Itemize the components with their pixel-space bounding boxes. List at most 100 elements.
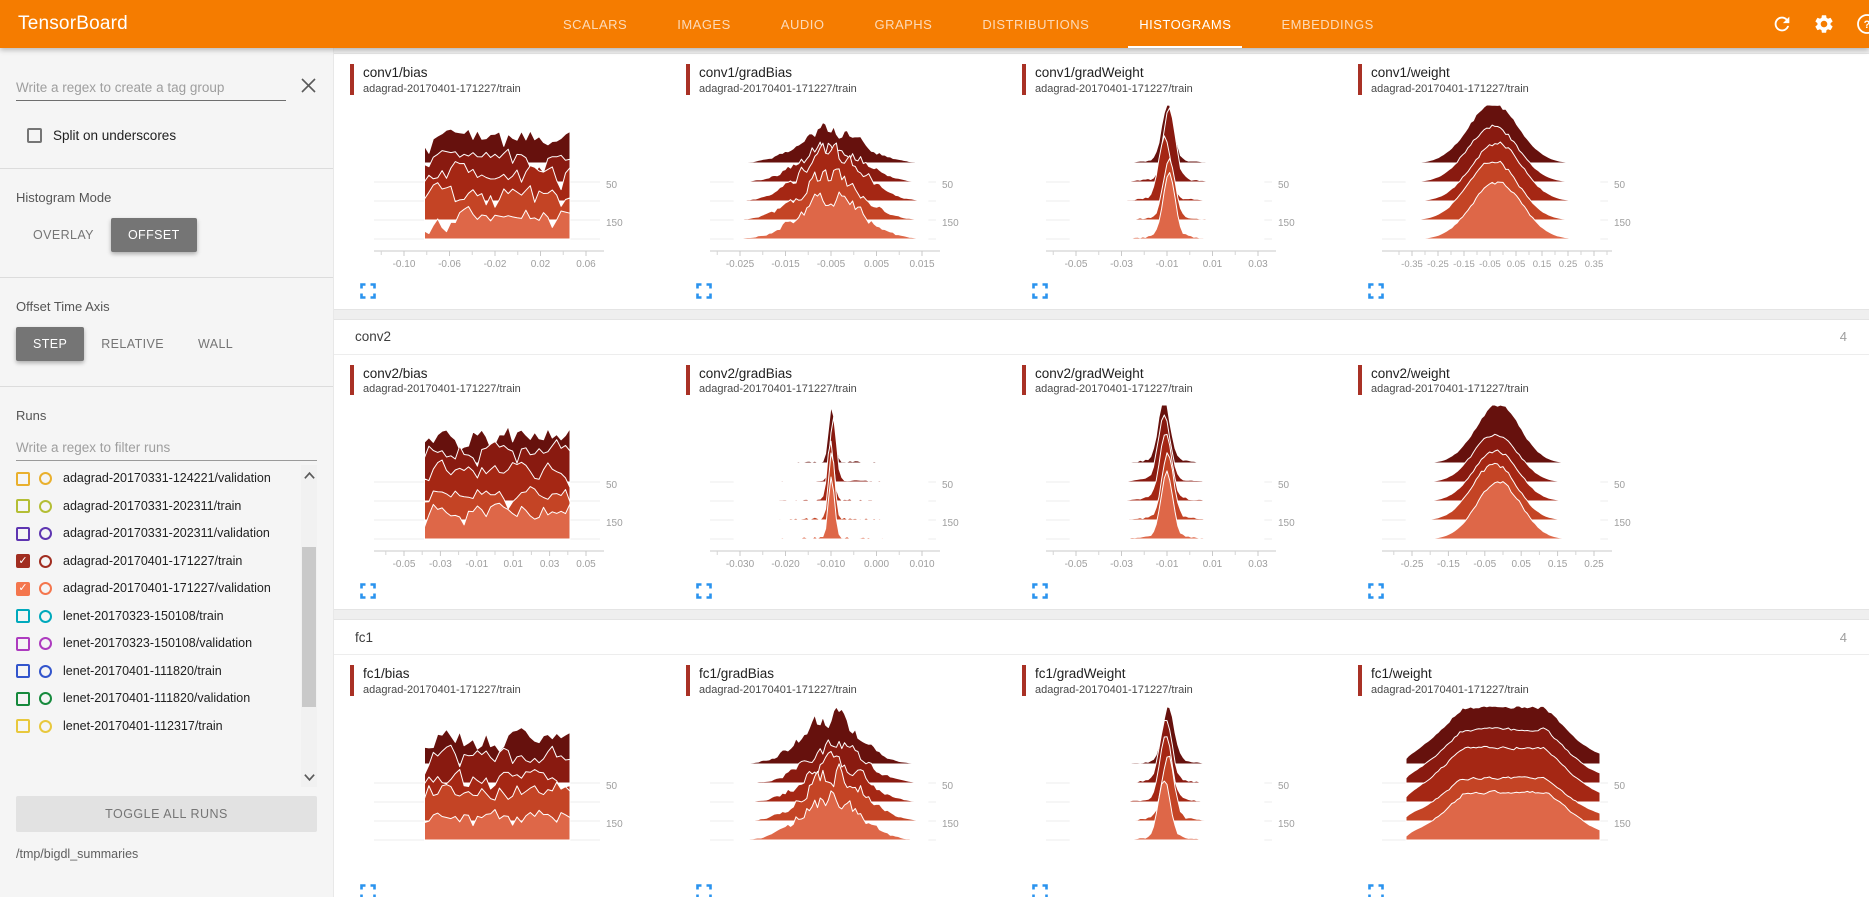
- tab-scalars[interactable]: SCALARS: [563, 16, 628, 32]
- histogram-chart: 50 150 -0.05 -0.03 -0.01 0.01 0.03 0.05: [374, 426, 623, 570]
- card-run-subtitle: adagrad-20170401-171227/train: [699, 383, 857, 396]
- expand-fullscreen-icon[interactable]: [1032, 282, 1048, 299]
- toolbar: TensorBoard SCALARS IMAGES AUDIO GRAPHS DIST…: [0, 0, 1869, 48]
- run-color-accent-bar: [1358, 665, 1362, 696]
- card-run-subtitle: adagrad-20170401-171227/train: [1035, 82, 1193, 95]
- tab-distributions[interactable]: DISTRIBUTIONS: [982, 16, 1090, 32]
- card-titles: fc1/weight adagrad-20170401-171227/train: [1371, 665, 1529, 696]
- run-radio-icon[interactable]: [39, 637, 52, 651]
- svg-text:-0.05: -0.05: [1473, 559, 1496, 570]
- expand-fullscreen-icon[interactable]: [360, 583, 376, 599]
- svg-text:-0.02: -0.02: [484, 259, 507, 270]
- close-icon[interactable]: [300, 77, 317, 99]
- expand-fullscreen-icon[interactable]: [1032, 883, 1048, 897]
- group-name: fc1: [355, 629, 374, 645]
- expand-fullscreen-icon[interactable]: [1368, 583, 1384, 599]
- runs-regex-input[interactable]: [16, 435, 317, 461]
- group-header-fc1[interactable]: fc1 4: [334, 620, 1869, 656]
- run-checkbox[interactable]: [16, 636, 30, 651]
- svg-text:0.05: 0.05: [1507, 259, 1526, 270]
- histogram-mode-offset-button[interactable]: OFFSET: [110, 218, 197, 252]
- scroll-down-icon[interactable]: [301, 769, 317, 785]
- run-radio-icon[interactable]: [39, 609, 52, 623]
- svg-text:-0.05: -0.05: [1065, 259, 1088, 270]
- expand-fullscreen-icon[interactable]: [696, 583, 712, 599]
- expand-fullscreen-icon[interactable]: [1032, 583, 1048, 599]
- run-radio-icon[interactable]: [39, 692, 52, 706]
- svg-text:50: 50: [1614, 480, 1626, 491]
- svg-text:-0.03: -0.03: [1110, 559, 1133, 570]
- tab-audio[interactable]: AUDIO: [780, 16, 825, 32]
- run-radio-icon[interactable]: [39, 499, 52, 513]
- tab-histograms[interactable]: HISTOGRAMS: [1114, 0, 1256, 48]
- tab-images[interactable]: IMAGES: [677, 16, 731, 32]
- run-checkbox[interactable]: [16, 609, 30, 624]
- run-name: lenet-20170401-112317/train: [63, 718, 223, 733]
- expand-fullscreen-icon[interactable]: [696, 883, 712, 897]
- run-radio-icon[interactable]: [39, 719, 52, 733]
- histogram-mode-overlay-button[interactable]: OVERLAY: [33, 228, 94, 242]
- run-list-item: adagrad-20170331-202311/train: [16, 493, 295, 521]
- run-checkbox[interactable]: [16, 719, 30, 734]
- offset-time-axis-wall-button[interactable]: WALL: [197, 337, 234, 351]
- svg-text:0.005: 0.005: [864, 259, 889, 270]
- run-radio-icon[interactable]: [39, 664, 52, 678]
- run-checkbox[interactable]: [16, 691, 30, 706]
- expand-fullscreen-icon[interactable]: [1368, 883, 1384, 897]
- svg-text:150: 150: [1278, 819, 1295, 830]
- card-title: conv2/gradWeight: [1035, 365, 1144, 381]
- svg-text:-0.020: -0.020: [771, 559, 800, 570]
- run-checkbox[interactable]: ✓: [16, 554, 30, 569]
- refresh-icon[interactable]: [1771, 13, 1793, 35]
- run-checkbox[interactable]: [16, 499, 30, 514]
- card-title: conv2/gradBias: [699, 365, 793, 381]
- run-list-item: lenet-20170401-111820/train: [16, 658, 295, 686]
- card-titles: conv2/gradWeight adagrad-20170401-171227/…: [1035, 365, 1193, 396]
- offset-time-axis-step-button[interactable]: STEP: [16, 327, 85, 361]
- nav-tabs: SCALARS IMAGES AUDIO GRAPHS DISTRIBUTIONS HIS…: [538, 0, 1399, 48]
- run-color-accent-bar: [686, 665, 690, 696]
- histogram-card: conv1/weight adagrad-20170401-171227/trai…: [1354, 64, 1684, 307]
- svg-text:50: 50: [606, 781, 618, 792]
- tag-regex-input[interactable]: [16, 75, 286, 101]
- group-header-conv2[interactable]: conv2 4: [334, 320, 1869, 355]
- svg-text:50: 50: [1614, 781, 1626, 792]
- offset-time-axis-relative-button[interactable]: RELATIVE: [101, 337, 164, 351]
- run-radio-icon[interactable]: [39, 527, 52, 541]
- run-name: lenet-20170323-150108/validation: [63, 636, 253, 650]
- expand-fullscreen-icon[interactable]: [360, 883, 376, 897]
- svg-text:0.01: 0.01: [1203, 559, 1223, 570]
- runs-scrollbar[interactable]: [301, 465, 317, 787]
- expand-fullscreen-icon[interactable]: [1368, 282, 1384, 299]
- run-color-accent-bar: [1358, 64, 1362, 95]
- run-radio-icon[interactable]: [39, 554, 52, 568]
- settings-gear-icon[interactable]: [1813, 13, 1835, 35]
- tab-embeddings[interactable]: EMBEDDINGS: [1281, 16, 1374, 32]
- help-icon[interactable]: ?: [1856, 13, 1869, 35]
- run-name: adagrad-20170401-171227/validation: [63, 581, 271, 595]
- svg-text:150: 150: [942, 819, 959, 830]
- svg-text:150: 150: [606, 218, 623, 229]
- svg-text:150: 150: [942, 218, 959, 229]
- scroll-up-icon[interactable]: [301, 467, 317, 483]
- run-color-accent-bar: [350, 665, 354, 696]
- tab-graphs[interactable]: GRAPHS: [874, 16, 933, 32]
- histogram-card: conv1/gradBias adagrad-20170401-171227/tr…: [682, 64, 1012, 307]
- card-run-subtitle: adagrad-20170401-171227/train: [363, 383, 521, 396]
- divider: [0, 277, 333, 278]
- svg-text:150: 150: [1614, 518, 1631, 529]
- run-radio-icon[interactable]: [39, 582, 52, 596]
- run-checkbox[interactable]: [16, 664, 30, 679]
- expand-fullscreen-icon[interactable]: [360, 282, 376, 299]
- run-checkbox[interactable]: ✓: [16, 581, 30, 596]
- expand-fullscreen-icon[interactable]: [696, 282, 712, 299]
- run-checkbox[interactable]: [16, 526, 30, 541]
- svg-text:150: 150: [1614, 819, 1631, 830]
- histogram-chart: 50 150 -0.35 -0.25 -0.15 -0.05 0.05 0.15 0.25 0.3…: [1382, 104, 1631, 270]
- toggle-all-runs-button[interactable]: TOGGLE ALL RUNS: [16, 796, 317, 832]
- card-header: conv2/bias adagrad-20170401-171227/train: [346, 364, 676, 396]
- scrollbar-thumb[interactable]: [302, 547, 316, 707]
- split-underscores-checkbox[interactable]: [27, 128, 42, 143]
- run-radio-icon[interactable]: [39, 472, 52, 486]
- run-checkbox[interactable]: [16, 471, 30, 486]
